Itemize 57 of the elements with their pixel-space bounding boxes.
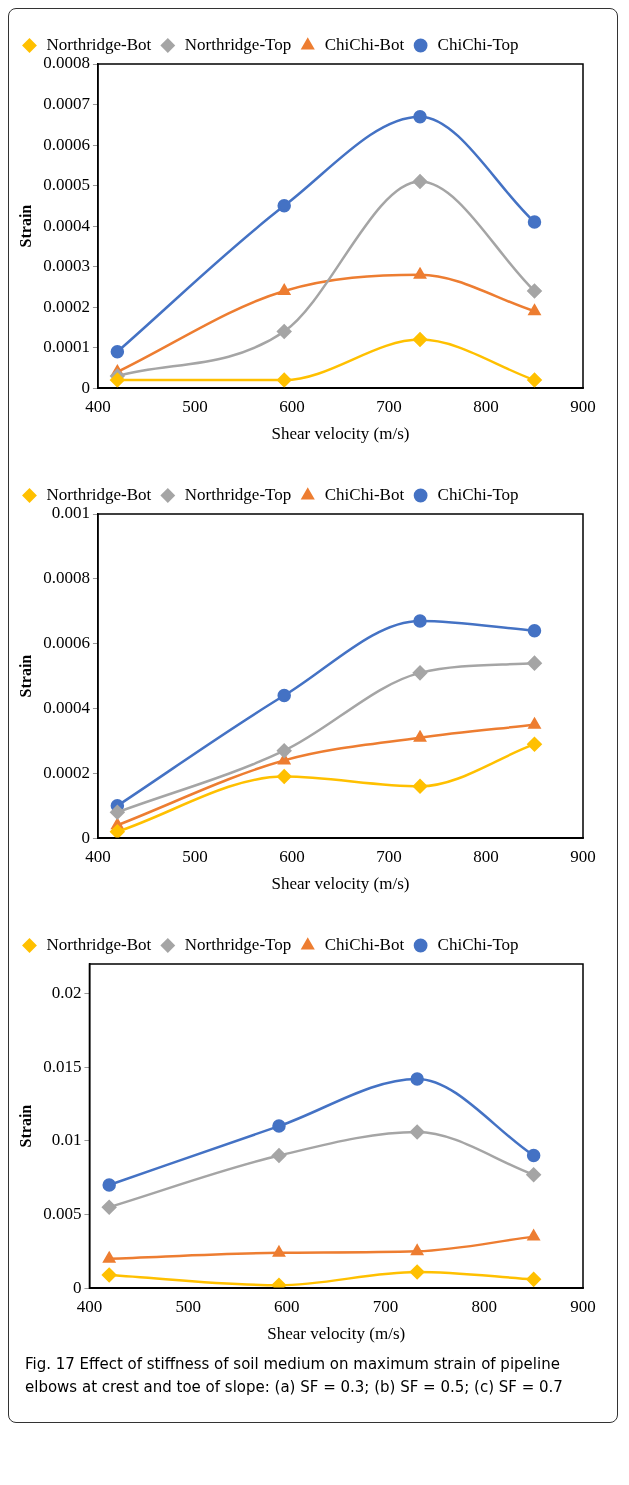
y-tick-label: 0.0006 (43, 134, 90, 154)
x-tick-label: 700 (376, 396, 402, 416)
legend-label: Northridge-Bot (46, 484, 152, 504)
y-tick-label: 0.0005 (43, 175, 90, 195)
y-tick-label: 0.02 (51, 982, 82, 1002)
y-tick-label: 0.0007 (43, 93, 91, 113)
x-tick-label: 400 (76, 1296, 103, 1316)
y-axis-title: Strain (16, 204, 34, 248)
y-tick-label: 0.0004 (43, 215, 91, 235)
y-tick-label: 0.0002 (43, 762, 90, 782)
x-tick-label: 400 (85, 846, 111, 866)
x-tick-label: 500 (182, 396, 208, 416)
legend-label: Northridge-Bot (46, 34, 152, 54)
legend-label: ChiChi-Top (437, 34, 519, 54)
y-tick-label: 0.015 (43, 1056, 82, 1076)
legend-label: ChiChi-Bot (324, 34, 405, 54)
x-tick-label: 600 (279, 846, 305, 866)
x-tick-label: 700 (376, 846, 402, 866)
legend-label: ChiChi-Bot (324, 934, 405, 954)
y-tick-label: 0.0001 (43, 337, 90, 357)
y-tick-label: 0.0006 (43, 633, 90, 653)
legend-label: Northridge-Top (184, 34, 292, 54)
x-tick-label: 900 (570, 1296, 596, 1316)
x-tick-label: 500 (182, 846, 208, 866)
y-axis-title: Strain (16, 654, 34, 698)
x-tick-label: 400 (85, 396, 111, 416)
legend-label: ChiChi-Bot (324, 484, 405, 504)
y-tick-label: 0 (72, 1277, 82, 1297)
legend-label: ChiChi-Top (437, 934, 519, 954)
y-tick-label: 0.005 (43, 1203, 82, 1223)
x-tick-label: 700 (372, 1296, 399, 1316)
y-tick-label: 0.0002 (43, 296, 90, 316)
x-tick-label: 800 (473, 846, 499, 866)
y-tick-label: 0.0004 (43, 697, 91, 717)
y-tick-label: 0.0003 (43, 256, 90, 276)
x-axis-title: Shear velocity (m/s) (271, 874, 410, 894)
x-tick-label: 600 (274, 1296, 300, 1316)
x-tick-label: 600 (279, 396, 305, 416)
x-tick-label: 800 (471, 1296, 498, 1316)
y-tick-label: 0 (81, 827, 90, 847)
y-tick-label: 0.001 (51, 503, 90, 523)
x-tick-label: 500 (175, 1296, 201, 1316)
legend-label: Northridge-Bot (46, 934, 152, 954)
x-axis-title: Shear velocity (m/s) (267, 1324, 406, 1344)
legend-label: ChiChi-Top (437, 484, 519, 504)
x-tick-label: 800 (473, 396, 499, 416)
y-tick-label: 0.0008 (43, 568, 90, 588)
legend-label: Northridge-Top (184, 934, 292, 954)
legend-label: Northridge-Top (184, 484, 292, 504)
caption: Fig. 17 Effect of stiffness of soil medium on maximum strain of pipeline elbows at crest and toe of slope: (a) SF = 0.3; (b) SF = 0.5; (c) SF = 0.7 (24, 1354, 564, 1398)
y-axis-title: Strain (16, 1104, 34, 1148)
x-tick-label: 900 (570, 396, 596, 416)
y-tick-label: 0.0008 (43, 53, 90, 73)
x-tick-label: 900 (570, 846, 596, 866)
y-tick-label: 0.01 (51, 1130, 82, 1150)
y-tick-label: 0 (81, 377, 90, 397)
x-axis-title: Shear velocity (m/s) (271, 424, 410, 444)
